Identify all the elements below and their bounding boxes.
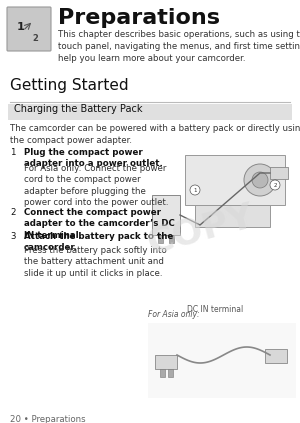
Text: 1: 1 (10, 148, 16, 157)
Text: Preparations: Preparations (58, 8, 220, 28)
Text: COPY: COPY (143, 199, 257, 261)
Text: This chapter describes basic operations, such as using the
touch panel, navigati: This chapter describes basic operations,… (58, 30, 300, 63)
Text: 2: 2 (10, 208, 16, 217)
Bar (148, 323, 296, 398)
Text: 1: 1 (193, 187, 197, 192)
Bar (155, 355, 177, 369)
Text: Charging the Battery Pack: Charging the Battery Pack (14, 104, 142, 114)
Text: For Asia only:: For Asia only: (148, 310, 200, 319)
Bar (270, 167, 288, 179)
Text: The camcorder can be powered with a battery pack or directly using
the compact p: The camcorder can be powered with a batt… (10, 124, 300, 145)
Text: 1: 1 (17, 22, 25, 32)
Text: 2: 2 (273, 182, 277, 187)
Text: Attach the battery pack to the
camcorder.: Attach the battery pack to the camcorder… (24, 232, 173, 253)
Text: 3: 3 (10, 232, 16, 241)
Circle shape (190, 185, 200, 195)
Text: Press the battery pack softly into
the battery attachment unit and
slide it up u: Press the battery pack softly into the b… (24, 246, 167, 278)
Circle shape (270, 180, 280, 190)
Bar (158, 235, 163, 243)
Text: For Asia only: Connect the power
cord to the compact power
adapter before pluggi: For Asia only: Connect the power cord to… (24, 164, 169, 207)
FancyBboxPatch shape (7, 7, 51, 51)
Bar (185, 155, 285, 205)
Bar (168, 369, 173, 377)
Bar (265, 349, 287, 363)
Bar (8, 104, 292, 120)
Circle shape (252, 172, 268, 188)
Text: Getting Started: Getting Started (10, 78, 129, 93)
Circle shape (244, 164, 276, 196)
Text: DC IN terminal: DC IN terminal (187, 305, 243, 314)
Bar (160, 369, 165, 377)
Bar (195, 205, 270, 227)
Bar (169, 235, 174, 243)
Text: 2: 2 (32, 34, 38, 43)
Text: 20 • Preparations: 20 • Preparations (10, 415, 86, 423)
Bar (152, 195, 180, 235)
Text: Connect the compact power
adapter to the camcorder’s DC
IN terminal.: Connect the compact power adapter to the… (24, 208, 175, 240)
Text: Plug the compact power
adapter into a power outlet.: Plug the compact power adapter into a po… (24, 148, 163, 168)
